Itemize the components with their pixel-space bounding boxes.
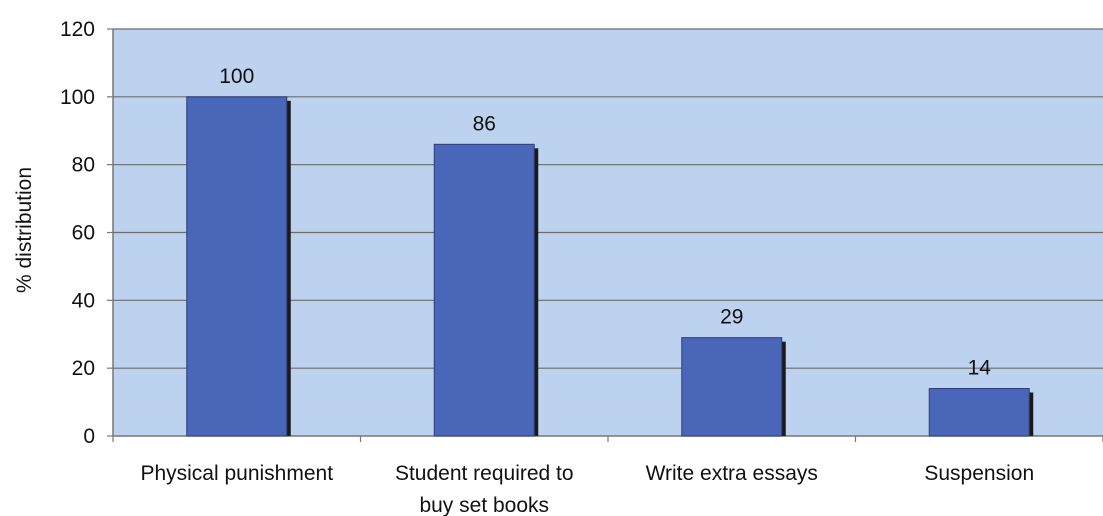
bar xyxy=(186,96,288,437)
bars xyxy=(186,96,1034,437)
y-tick-label: 60 xyxy=(72,222,95,245)
data-label: 29 xyxy=(720,306,743,329)
data-labels: 100 86 29 14 xyxy=(219,65,991,380)
y-tick-labels: 0 20 40 60 80 100 120 xyxy=(60,18,95,448)
x-tick-label: Suspension xyxy=(924,462,1034,485)
bar xyxy=(433,143,535,437)
data-label: 100 xyxy=(219,65,254,88)
y-tick-label: 120 xyxy=(60,18,95,41)
y-tick-label: 0 xyxy=(83,425,95,448)
data-label: 14 xyxy=(968,357,992,380)
y-tick-label: 80 xyxy=(72,154,95,177)
y-tick-label: 40 xyxy=(72,289,95,312)
data-label: 86 xyxy=(473,112,496,135)
category-labels: Physical punishment Student required to bu… xyxy=(140,462,1034,516)
y-axis-title: % distribution xyxy=(13,167,36,293)
bar xyxy=(681,337,783,437)
bar xyxy=(928,388,1030,437)
y-tick-label: 20 xyxy=(72,357,95,380)
x-tick-label: Write extra essays xyxy=(646,462,818,485)
x-tick-label: Physical punishment xyxy=(140,462,333,485)
x-tick-label: Student required to buy set books xyxy=(395,462,574,516)
y-tick-label: 100 xyxy=(60,86,95,109)
